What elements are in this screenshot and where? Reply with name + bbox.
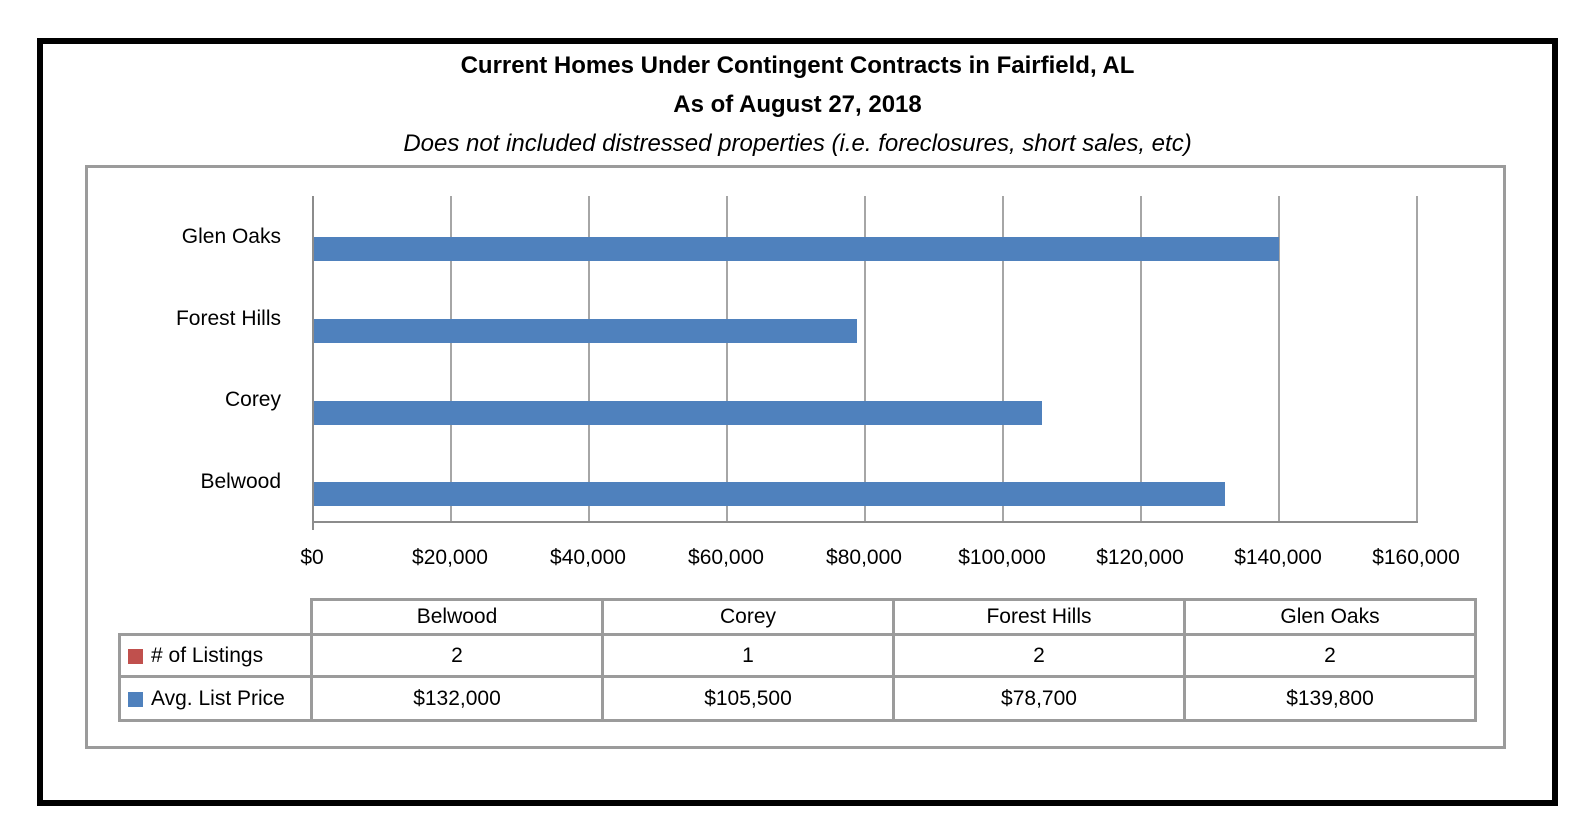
gridline xyxy=(726,196,728,521)
chart-area: Belwood Corey Forest Hills Glen Oaks # of Li… xyxy=(85,165,1506,749)
gridline xyxy=(1140,196,1142,521)
table-row: # of Listings 2 1 2 2 xyxy=(118,633,1477,678)
gridline xyxy=(1278,196,1280,521)
chart-note: Does not included distressed properties … xyxy=(403,130,1192,157)
x-axis-tick-label: $140,000 xyxy=(1234,546,1322,569)
table-cell: 2 xyxy=(892,633,1186,678)
x-axis-tick-label: $80,000 xyxy=(826,546,902,569)
data-table: Belwood Corey Forest Hills Glen Oaks # of Li… xyxy=(118,598,1477,722)
table-corner-cell xyxy=(120,600,312,635)
plot-area xyxy=(312,196,1418,530)
table-row: Avg. List Price $132,000 $105,500 $78,700 $1… xyxy=(118,675,1477,722)
chart-title: Current Homes Under Contingent Contracts… xyxy=(460,52,1135,79)
category-label: Glen Oaks xyxy=(181,224,281,248)
table-cell: $78,700 xyxy=(892,675,1186,722)
x-axis-tick-label: $60,000 xyxy=(688,546,764,569)
category-label: Corey xyxy=(224,388,281,412)
gridline xyxy=(1002,196,1004,521)
x-axis-tick-label: $100,000 xyxy=(958,546,1046,569)
gridline xyxy=(1416,196,1418,521)
title-block: Current Homes Under Contingent Contracts… xyxy=(43,44,1552,163)
table-header-cell: Belwood xyxy=(310,598,604,636)
table-header-cell: Corey xyxy=(601,598,895,636)
table-cell: $105,500 xyxy=(601,675,895,722)
report-frame: Current Homes Under Contingent Contracts… xyxy=(37,38,1558,806)
bar xyxy=(314,237,1279,261)
table-row-label: # of Listings xyxy=(118,633,313,678)
table-header-cell: Forest Hills xyxy=(892,598,1186,636)
table-cell: $139,800 xyxy=(1183,675,1477,722)
x-axis-tick-label: $20,000 xyxy=(412,546,488,569)
x-axis-tick-label: $160,000 xyxy=(1372,546,1460,569)
table-cell: 2 xyxy=(310,633,604,678)
bar xyxy=(314,318,858,343)
chart-subtitle-date: As of August 27, 2018 xyxy=(673,91,922,118)
table-cell: 2 xyxy=(1183,633,1477,678)
table-header-cell: Glen Oaks xyxy=(1183,598,1477,636)
table-cell: $132,000 xyxy=(310,675,604,722)
category-label: Forest Hills xyxy=(175,306,281,330)
gridline xyxy=(864,196,866,521)
category-label: Belwood xyxy=(200,470,281,494)
table-cell: 1 xyxy=(601,633,895,678)
gridline xyxy=(588,196,590,521)
bar xyxy=(314,400,1042,425)
table-row-label: Avg. List Price xyxy=(118,675,313,722)
x-axis-tick-label: $120,000 xyxy=(1096,546,1184,569)
legend-key-icon xyxy=(128,648,143,664)
legend-key-icon xyxy=(128,691,143,707)
bar xyxy=(314,482,1225,507)
gridline xyxy=(450,196,452,521)
value-axis-origin-tick xyxy=(312,523,314,530)
x-axis-tick-label: $40,000 xyxy=(550,546,626,569)
x-axis-tick-label: $0 xyxy=(300,546,324,569)
